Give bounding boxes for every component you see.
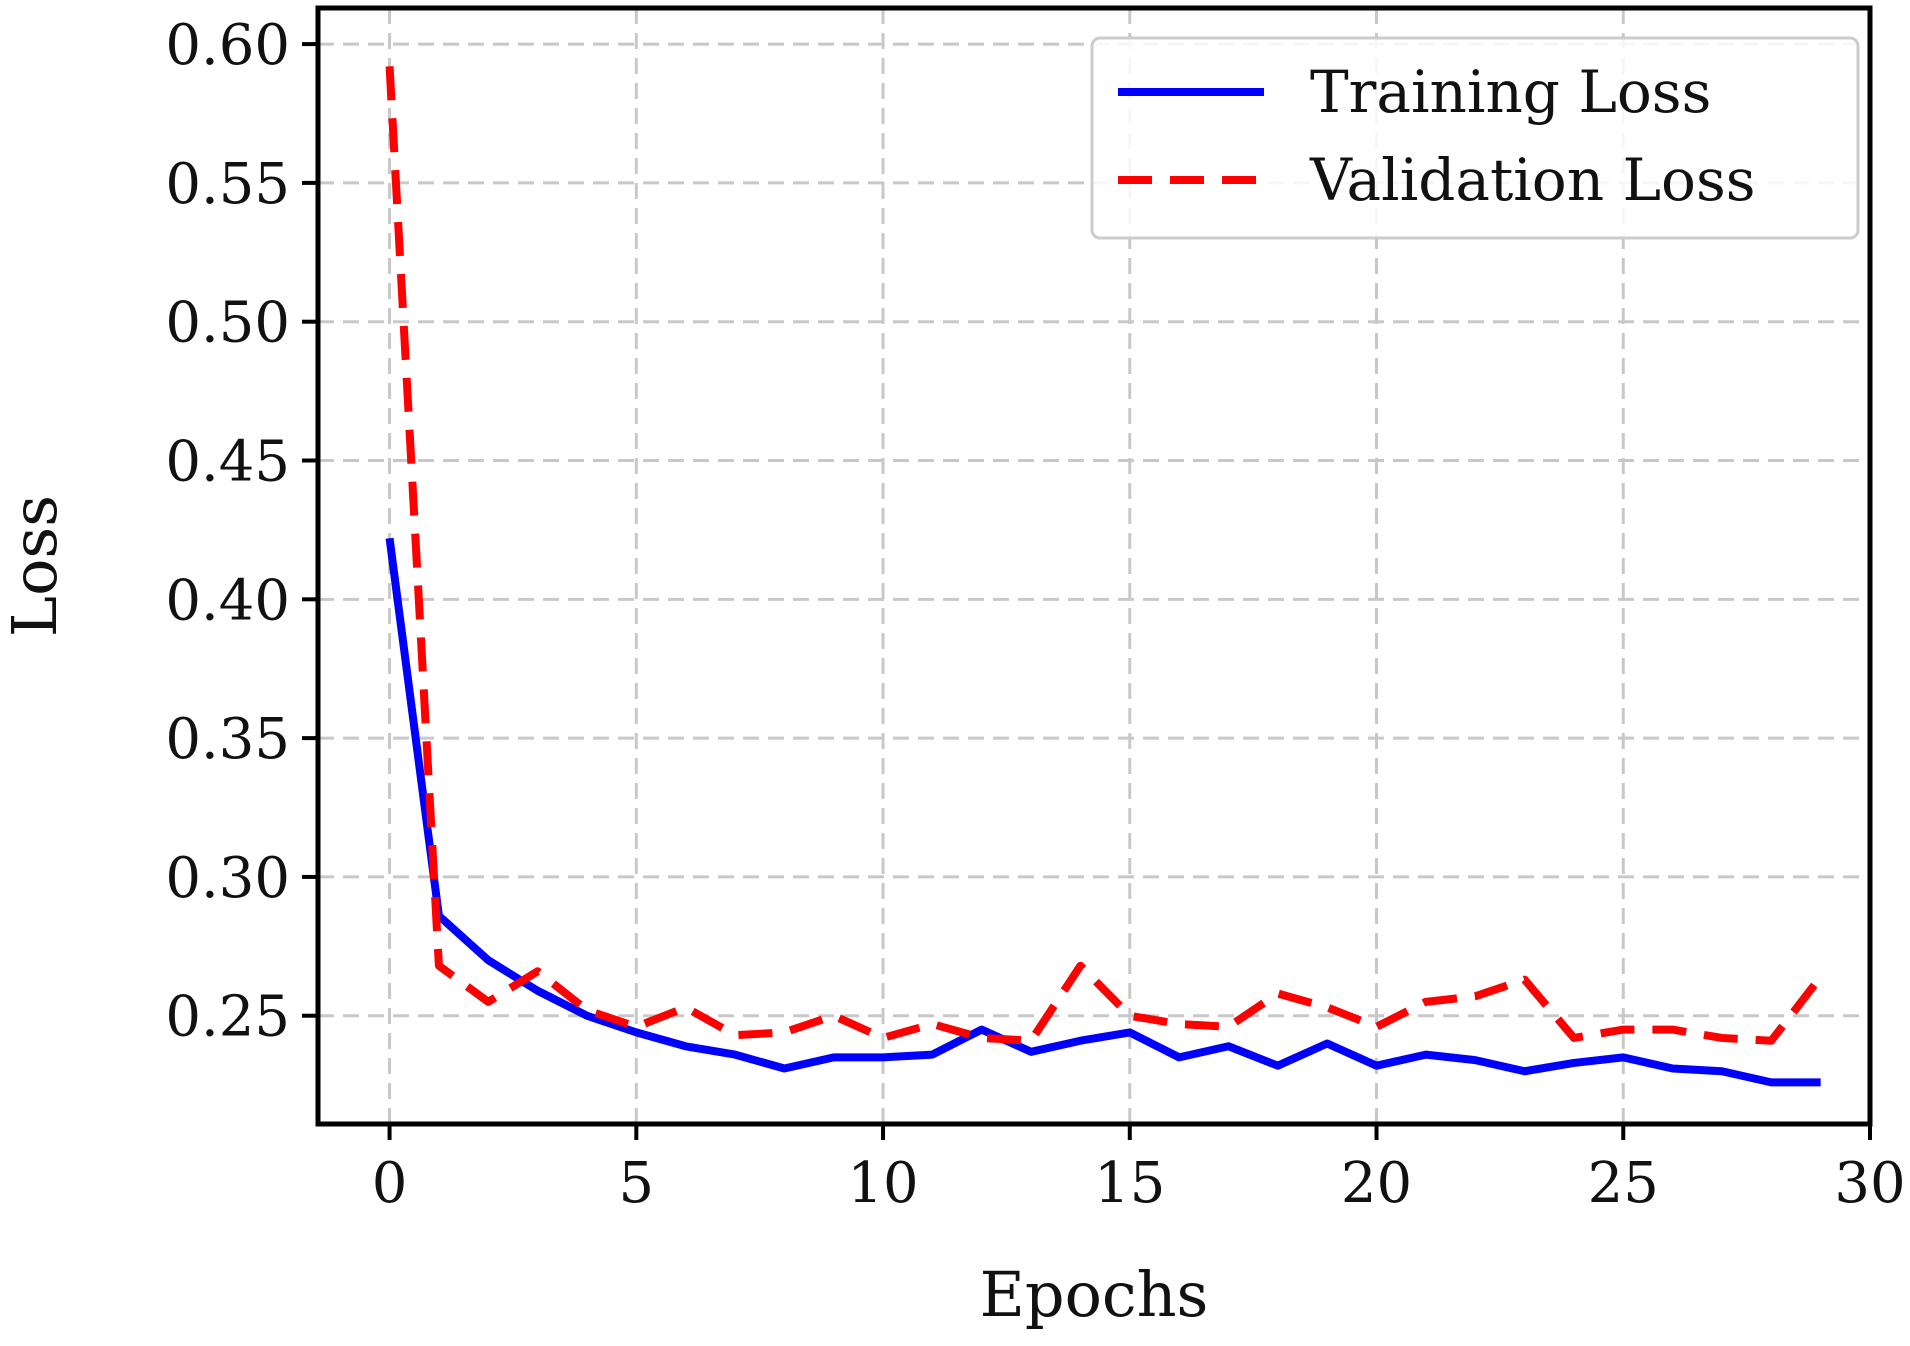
legend-label-validation-loss: Validation Loss <box>1309 146 1755 214</box>
x-axis-title: Epochs <box>980 1258 1209 1331</box>
y-tick-label-5: 0.50 <box>165 291 290 356</box>
x-tick-label-25: 25 <box>1588 1151 1659 1216</box>
x-tick-label-5: 5 <box>618 1151 654 1216</box>
x-tick-label-15: 15 <box>1094 1151 1165 1216</box>
plot-frame <box>315 5 1873 1127</box>
x-tick-label-0: 0 <box>372 1151 408 1216</box>
y-tick-label-2: 0.35 <box>165 707 290 772</box>
legend-label-training-loss: Training Loss <box>1310 58 1711 126</box>
axis-ticks: 0 5 10 15 20 25 30 0.25 0.30 0.35 0.40 0.45 0.50 0.55… <box>165 13 1905 1216</box>
x-tick-label-20: 20 <box>1341 1151 1412 1216</box>
series-line-training-loss <box>385 537 1821 1087</box>
y-tick-label-0: 0.25 <box>165 985 290 1050</box>
x-tick-label-10: 10 <box>847 1151 918 1216</box>
y-tick-label-6: 0.55 <box>165 152 290 217</box>
series-line-validation-loss <box>385 66 1824 1045</box>
legend: Training Loss Validation Loss <box>1090 36 1860 240</box>
y-axis-title: Loss <box>0 495 71 637</box>
plot-lines <box>385 66 1824 1087</box>
y-tick-label-7: 0.60 <box>165 13 290 78</box>
x-tick-label-30: 30 <box>1834 1151 1905 1216</box>
y-tick-label-4: 0.45 <box>165 430 290 495</box>
y-tick-label-1: 0.30 <box>165 846 290 911</box>
legend-box <box>1090 36 1860 240</box>
y-tick-label-3: 0.40 <box>165 568 290 633</box>
